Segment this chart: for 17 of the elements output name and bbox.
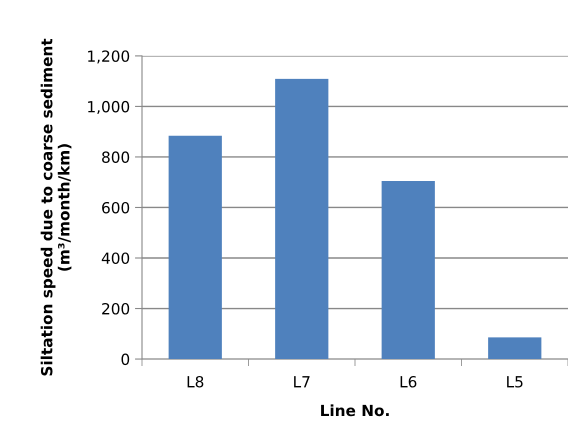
x-axis-title: Line No. <box>321 404 389 416</box>
y-tick-label: 200 <box>102 302 130 315</box>
y-tick-label: 800 <box>102 151 130 163</box>
y-tick-label: 1,200 <box>88 50 130 64</box>
x-tick-label: L8 <box>188 376 204 388</box>
x-tick-label: L6 <box>400 376 416 388</box>
y-tick-label: 400 <box>102 252 130 264</box>
y-tick-label: 0 <box>121 354 130 366</box>
bar <box>275 78 328 360</box>
x-tick-label: L7 <box>294 376 310 388</box>
x-tick-label: L5 <box>507 376 523 388</box>
y-axis-title: Siltation speed due to coarse sediment (m³/month/km) <box>40 38 72 376</box>
y-tick-label: 600 <box>102 202 130 214</box>
bar <box>488 337 542 360</box>
bar <box>168 136 222 360</box>
bar <box>382 180 435 360</box>
y-tick-label: 1,000 <box>88 100 130 114</box>
